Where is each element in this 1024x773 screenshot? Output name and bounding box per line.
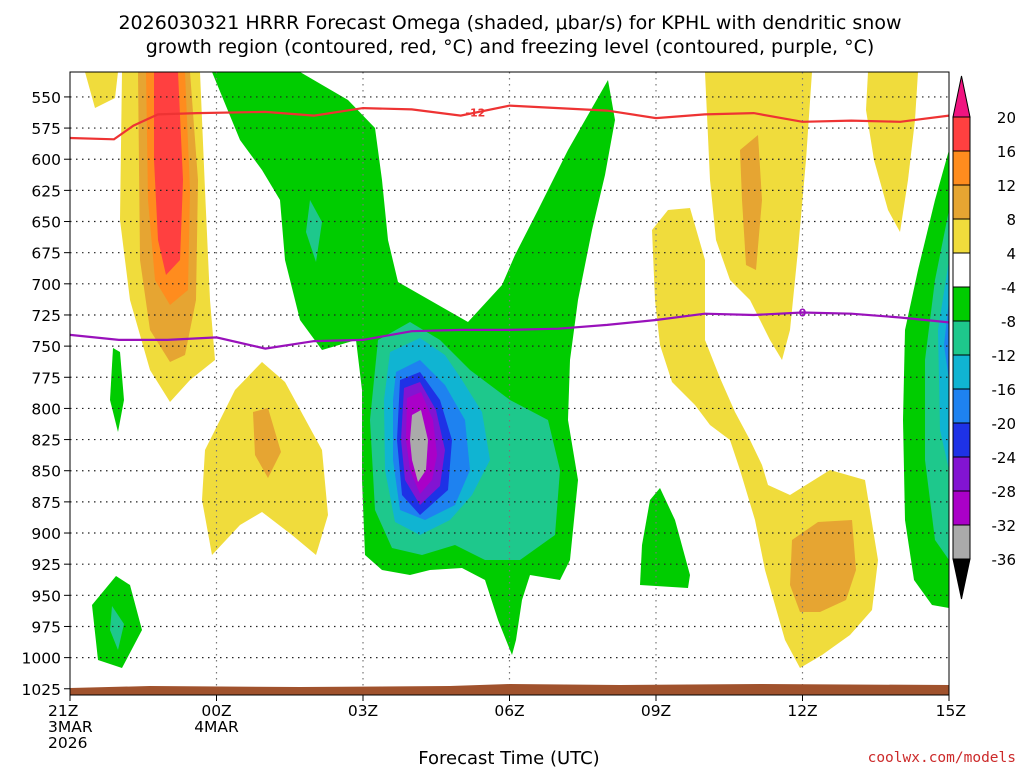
- x-tick-label: 00Z 4MAR: [194, 702, 239, 736]
- x-tick-label: 03Z: [348, 702, 378, 720]
- colorbar-segment: [952, 422, 971, 458]
- colorbar-tick-label: -8: [1001, 313, 1016, 331]
- y-axis: 550 575 600 625 650 675 700 725 750 775 800 825 850 8…: [22, 89, 70, 699]
- y-tick-label: 925: [31, 556, 61, 574]
- y-tick-label: 800: [31, 400, 61, 418]
- colorbar-segment: [952, 252, 971, 288]
- colorbar-tick-label: -28: [992, 483, 1017, 501]
- y-tick-label: 750: [31, 338, 61, 356]
- y-tick-label: 850: [31, 463, 61, 481]
- colorbar-segment: [952, 116, 971, 152]
- contour-label: 0: [799, 306, 807, 319]
- y-tick-label: 625: [31, 182, 61, 200]
- y-tick-label: 725: [31, 307, 61, 325]
- chart-title-line2: growth region (contoured, red, °C) and f…: [146, 36, 875, 58]
- y-tick-label: 700: [31, 276, 61, 294]
- x-tick-label: 15Z: [936, 702, 966, 720]
- x-tick-label: 12Z: [787, 702, 817, 720]
- x-axis: 21Z 3MAR 2026 00Z 4MAR 03Z 06Z 09Z 12Z 15Z: [48, 695, 966, 752]
- y-tick-label: 825: [31, 432, 61, 450]
- colorbar-segment: [952, 218, 971, 254]
- colorbar-segment: [952, 184, 971, 220]
- contour-lines: -12 0: [70, 104, 949, 350]
- omega-green-small-left: [110, 348, 124, 432]
- omega-yellow-top-left: [85, 72, 118, 108]
- colorbar-segment: [952, 320, 971, 356]
- y-tick-label: 900: [31, 525, 61, 543]
- y-tick-label: 600: [31, 151, 61, 169]
- contour-line: [70, 104, 949, 141]
- colorbar-tick-label: -24: [992, 449, 1017, 467]
- y-tick-label: 1000: [22, 650, 61, 668]
- omega-amber-mid-left: [253, 408, 281, 478]
- omega-red-upper-left: [154, 72, 183, 275]
- colorbar-tick-label: 4: [1006, 245, 1016, 263]
- y-tick-label: 650: [31, 214, 61, 232]
- colorbar-tick-label: 20: [997, 109, 1016, 127]
- omega-teal-far-right: [925, 210, 949, 560]
- colorbar-segment: [952, 150, 971, 186]
- omega-blue-far-right: [944, 300, 949, 380]
- y-tick-label: 975: [31, 618, 61, 636]
- x-tick-label: 21Z 3MAR 2026: [48, 702, 93, 752]
- y-tick-label: 775: [31, 369, 61, 387]
- x-tick-label: 09Z: [641, 702, 671, 720]
- y-tick-label: 875: [31, 494, 61, 512]
- omega-amber-top-right: [740, 135, 762, 270]
- colorbar-tick-label: -4: [1001, 279, 1016, 297]
- omega-cyan-far-right: [938, 260, 949, 470]
- colorbar-segment: [952, 388, 971, 424]
- omega-yellow-far-top-right: [866, 72, 918, 232]
- x-tick-label: 06Z: [494, 702, 524, 720]
- colorbar-segment: [952, 490, 971, 526]
- omega-green-09z: [640, 488, 690, 588]
- colorbar-tick-label: 12: [997, 177, 1016, 195]
- ground-surface: [70, 684, 949, 695]
- omega-amber-lower-right: [790, 520, 856, 612]
- y-tick-label: 1025: [22, 681, 61, 699]
- chart-title-line1: 2026030321 HRRR Forecast Omega (shaded, …: [118, 12, 901, 34]
- colorbar-tick-label: 16: [997, 143, 1016, 161]
- omega-gray-core: [410, 410, 428, 482]
- omega-teal-bottom-left: [110, 606, 124, 650]
- colorbar-tick-label: -16: [992, 381, 1017, 399]
- colorbar-segment: [952, 354, 971, 390]
- colorbar-segment: [952, 456, 971, 492]
- colorbar-tick-label: 8: [1006, 211, 1016, 229]
- colorbar-tick-label: -32: [992, 517, 1017, 535]
- colorbar-tick-label: -36: [992, 551, 1017, 569]
- colorbar-segment: [952, 524, 971, 560]
- y-tick-label: 675: [31, 245, 61, 263]
- site-credit: coolwx.com/models: [868, 750, 1016, 766]
- y-tick-label: 575: [31, 120, 61, 138]
- contour-label: -12: [465, 107, 485, 120]
- omega-teal-small-upper: [306, 200, 322, 262]
- colorbar-tick-label: -12: [992, 347, 1017, 365]
- y-tick-label: 550: [31, 89, 61, 107]
- colorbar-top-arrow: [952, 75, 971, 118]
- colorbar-segment: [952, 286, 971, 322]
- contour-line: [70, 311, 949, 350]
- colorbar: 20 16 12 8 4 -4 -8 -12 -16 -20 -24 -28 -32 -36: [952, 75, 1017, 600]
- colorbar-tick-label: -20: [992, 415, 1017, 433]
- y-tick-label: 950: [31, 587, 61, 605]
- x-axis-title: Forecast Time (UTC): [418, 748, 599, 768]
- omega-shading: [85, 72, 949, 668]
- colorbar-bottom-arrow: [952, 558, 971, 600]
